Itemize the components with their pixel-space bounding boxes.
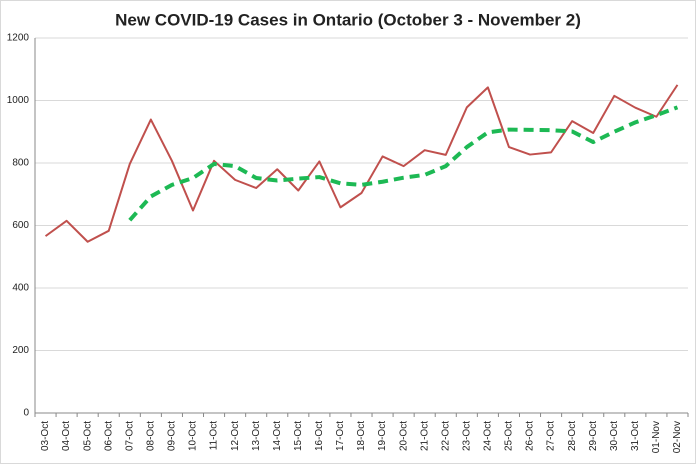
series-line <box>44 84 679 243</box>
x-tick-label: 18-Oct <box>356 421 367 451</box>
x-tick-label: 28-Oct <box>567 421 578 451</box>
x-tick-label: 29-Oct <box>588 421 599 451</box>
y-tick-label: 1000 <box>7 95 30 106</box>
x-tick-label: 25-Oct <box>504 421 515 451</box>
x-tick-label: 04-Oct <box>61 421 72 451</box>
x-tick-label: 14-Oct <box>272 421 283 451</box>
y-tick-label: 800 <box>12 158 29 169</box>
x-tick-label: 15-Oct <box>293 421 304 451</box>
chart-title: New COVID-19 Cases in Ontario (October 3… <box>115 10 581 29</box>
x-tick-label: 16-Oct <box>314 421 325 451</box>
x-tick-label: 31-Oct <box>630 421 641 451</box>
y-tick-label: 400 <box>12 283 29 294</box>
x-tick-label: 24-Oct <box>483 421 494 451</box>
x-tick-label: 21-Oct <box>419 421 430 451</box>
x-tick-label: 05-Oct <box>82 421 93 451</box>
x-tick-label: 08-Oct <box>145 421 156 451</box>
x-tick-label: 09-Oct <box>167 421 178 451</box>
x-tick-label: 02-Nov <box>672 421 683 453</box>
y-tick-label: 200 <box>12 345 29 356</box>
x-tick-label: 19-Oct <box>377 421 388 451</box>
x-tick-label: 22-Oct <box>440 421 451 451</box>
series-line <box>128 105 679 222</box>
y-tick-label: 1200 <box>7 33 30 44</box>
x-tick-label: 17-Oct <box>335 421 346 451</box>
x-tick-label: 26-Oct <box>525 421 536 451</box>
x-tick-label: 03-Oct <box>40 421 51 451</box>
x-tick-label: 27-Oct <box>546 421 557 451</box>
y-tick-label: 0 <box>23 408 29 419</box>
x-tick-label: 01-Nov <box>651 421 662 453</box>
y-tick-label: 600 <box>12 220 29 231</box>
x-tick-label: 06-Oct <box>103 421 114 451</box>
x-tick-label: 20-Oct <box>398 421 409 451</box>
x-tick-label: 23-Oct <box>461 421 472 451</box>
x-tick-label: 07-Oct <box>124 421 135 451</box>
x-tick-label: 10-Oct <box>188 421 199 451</box>
x-tick-label: 13-Oct <box>251 421 262 451</box>
x-tick-label: 12-Oct <box>230 421 241 451</box>
x-tick-label: 30-Oct <box>609 421 620 451</box>
x-tick-label: 11-Oct <box>209 421 220 450</box>
